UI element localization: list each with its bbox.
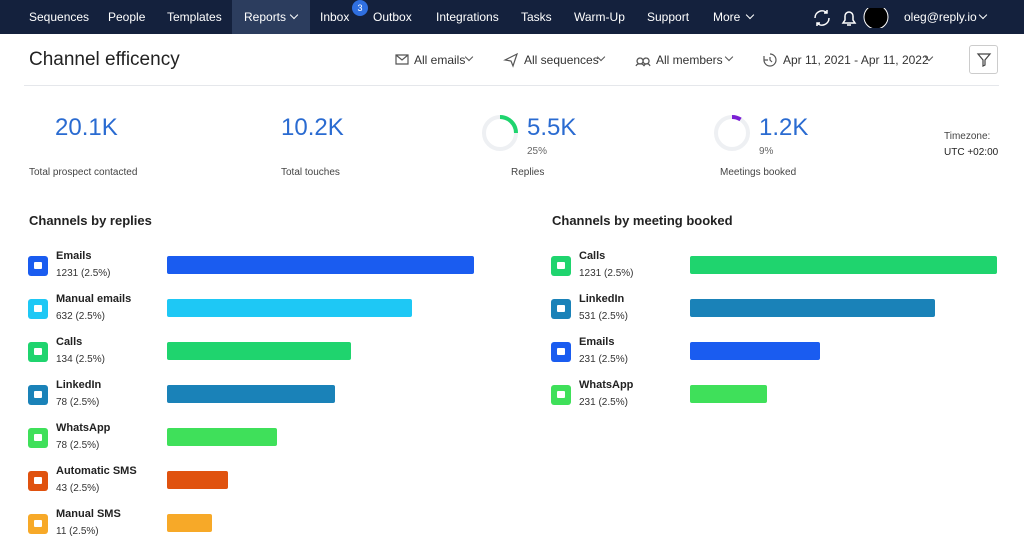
stat-value: 5.5K bbox=[527, 114, 577, 141]
icon-glyph bbox=[557, 391, 565, 398]
channel-name: Automatic SMS bbox=[56, 465, 137, 477]
channel-stat: 134 (2.5%) bbox=[56, 354, 105, 365]
filter-icon bbox=[976, 53, 992, 67]
filter-icon bbox=[503, 52, 519, 68]
icon-glyph bbox=[34, 520, 42, 527]
filter-dropdown[interactable]: All members bbox=[656, 53, 723, 67]
filter-dropdown[interactable]: All sequences bbox=[524, 53, 599, 67]
refresh-icon[interactable] bbox=[814, 10, 830, 26]
channel-bar bbox=[167, 471, 228, 489]
filter-chevron bbox=[724, 52, 734, 62]
icon-glyph bbox=[34, 477, 42, 484]
divider bbox=[24, 85, 999, 86]
icon-glyph bbox=[34, 348, 42, 355]
channel-bar bbox=[690, 342, 820, 360]
stat-label: Replies bbox=[511, 167, 545, 178]
channel-stat: 11 (2.5%) bbox=[56, 526, 99, 537]
channel-name: WhatsApp bbox=[579, 379, 634, 391]
nav-item[interactable]: Integrations bbox=[436, 10, 499, 24]
channel-bar bbox=[690, 385, 767, 403]
channel-stat: 1231 (2.5%) bbox=[579, 268, 634, 279]
channel-stat: 231 (2.5%) bbox=[579, 397, 628, 408]
channel-name: Emails bbox=[56, 250, 92, 262]
nav-item[interactable]: Warm-Up bbox=[574, 10, 625, 24]
user-email[interactable]: oleg@reply.io bbox=[904, 10, 977, 24]
icon-glyph bbox=[557, 348, 565, 355]
page-title: Channel efficency bbox=[29, 49, 180, 70]
filter-chevron bbox=[464, 52, 474, 62]
channel-bar bbox=[167, 256, 474, 274]
nav-icons bbox=[814, 8, 889, 28]
nav-item[interactable]: Support bbox=[647, 10, 690, 24]
filter-dropdown[interactable]: Apr 11, 2021 - Apr 11, 2022 bbox=[783, 53, 929, 67]
channel-bar bbox=[167, 514, 212, 532]
timezone-value: UTC +02:00 bbox=[944, 147, 999, 158]
channel-stat: 1231 (2.5%) bbox=[56, 268, 111, 279]
nav-item[interactable]: People bbox=[108, 10, 146, 24]
avatar[interactable] bbox=[863, 8, 889, 28]
active-tab bbox=[232, 0, 310, 34]
channel-bar bbox=[690, 299, 935, 317]
filter-icon bbox=[763, 53, 777, 67]
icon-glyph bbox=[34, 434, 42, 441]
icon-glyph bbox=[34, 305, 42, 312]
nav-item[interactable]: Outbox bbox=[373, 10, 412, 24]
stat-label: Meetings booked bbox=[720, 167, 797, 178]
channel-bar bbox=[690, 256, 997, 274]
channel-stat: 231 (2.5%) bbox=[579, 354, 628, 365]
nav-item[interactable]: Inbox bbox=[320, 10, 350, 24]
bell-icon[interactable] bbox=[841, 11, 857, 26]
channel-name: Manual SMS bbox=[56, 508, 121, 520]
nav-bar: 3 oleg@reply.io Sequences People Templates… bbox=[0, 0, 1024, 34]
progress-ring bbox=[714, 115, 750, 151]
progress-ring bbox=[482, 115, 518, 151]
nav-item[interactable]: Tasks bbox=[521, 10, 552, 24]
channel-name: Calls bbox=[579, 250, 606, 262]
stat-percent: 25% bbox=[527, 146, 548, 157]
channel-name: WhatsApp bbox=[56, 422, 111, 434]
channel-name: LinkedIn bbox=[579, 293, 625, 305]
filter-dropdown[interactable]: All emails bbox=[414, 53, 466, 67]
channel-stat: 43 (2.5%) bbox=[56, 483, 100, 494]
inbox-badge: 3 bbox=[352, 0, 368, 16]
stat-value: 10.2K bbox=[281, 114, 344, 141]
channel-name: LinkedIn bbox=[56, 379, 102, 391]
filter-button[interactable] bbox=[969, 45, 998, 74]
panel-title: Channels by replies bbox=[29, 213, 152, 228]
channel-stat: 632 (2.5%) bbox=[56, 311, 105, 322]
nav-item[interactable]: More bbox=[713, 10, 741, 24]
channel-bar bbox=[167, 299, 412, 317]
nav-chevron bbox=[745, 10, 755, 20]
channel-stat: 78 (2.5%) bbox=[56, 440, 100, 451]
nav-item[interactable]: Templates bbox=[167, 10, 222, 24]
channel-stat: 78 (2.5%) bbox=[56, 397, 100, 408]
icon-glyph bbox=[557, 262, 565, 269]
channel-bar bbox=[167, 385, 335, 403]
timezone-label: Timezone: bbox=[944, 131, 991, 142]
channel-name: Emails bbox=[579, 336, 615, 348]
stat-percent: 9% bbox=[759, 146, 774, 157]
icon-glyph bbox=[34, 262, 42, 269]
stat-value: 1.2K bbox=[759, 114, 809, 141]
filter-icon bbox=[635, 57, 651, 67]
nav-item[interactable]: Reports bbox=[244, 10, 287, 24]
icon-glyph bbox=[557, 305, 565, 312]
panel-title: Channels by meeting booked bbox=[552, 213, 733, 228]
channel-bar bbox=[167, 342, 351, 360]
channel-stat: 531 (2.5%) bbox=[579, 311, 628, 322]
filter-icon bbox=[395, 54, 409, 65]
nav-item[interactable]: Sequences bbox=[29, 10, 90, 24]
channel-name: Calls bbox=[56, 336, 83, 348]
stat-value: 20.1K bbox=[55, 114, 118, 141]
channel-name: Manual emails bbox=[56, 293, 132, 305]
channel-bar bbox=[167, 428, 277, 446]
icon-glyph bbox=[34, 391, 42, 398]
stat-label: Total touches bbox=[281, 167, 340, 178]
stat-label: Total prospect contacted bbox=[29, 167, 138, 178]
